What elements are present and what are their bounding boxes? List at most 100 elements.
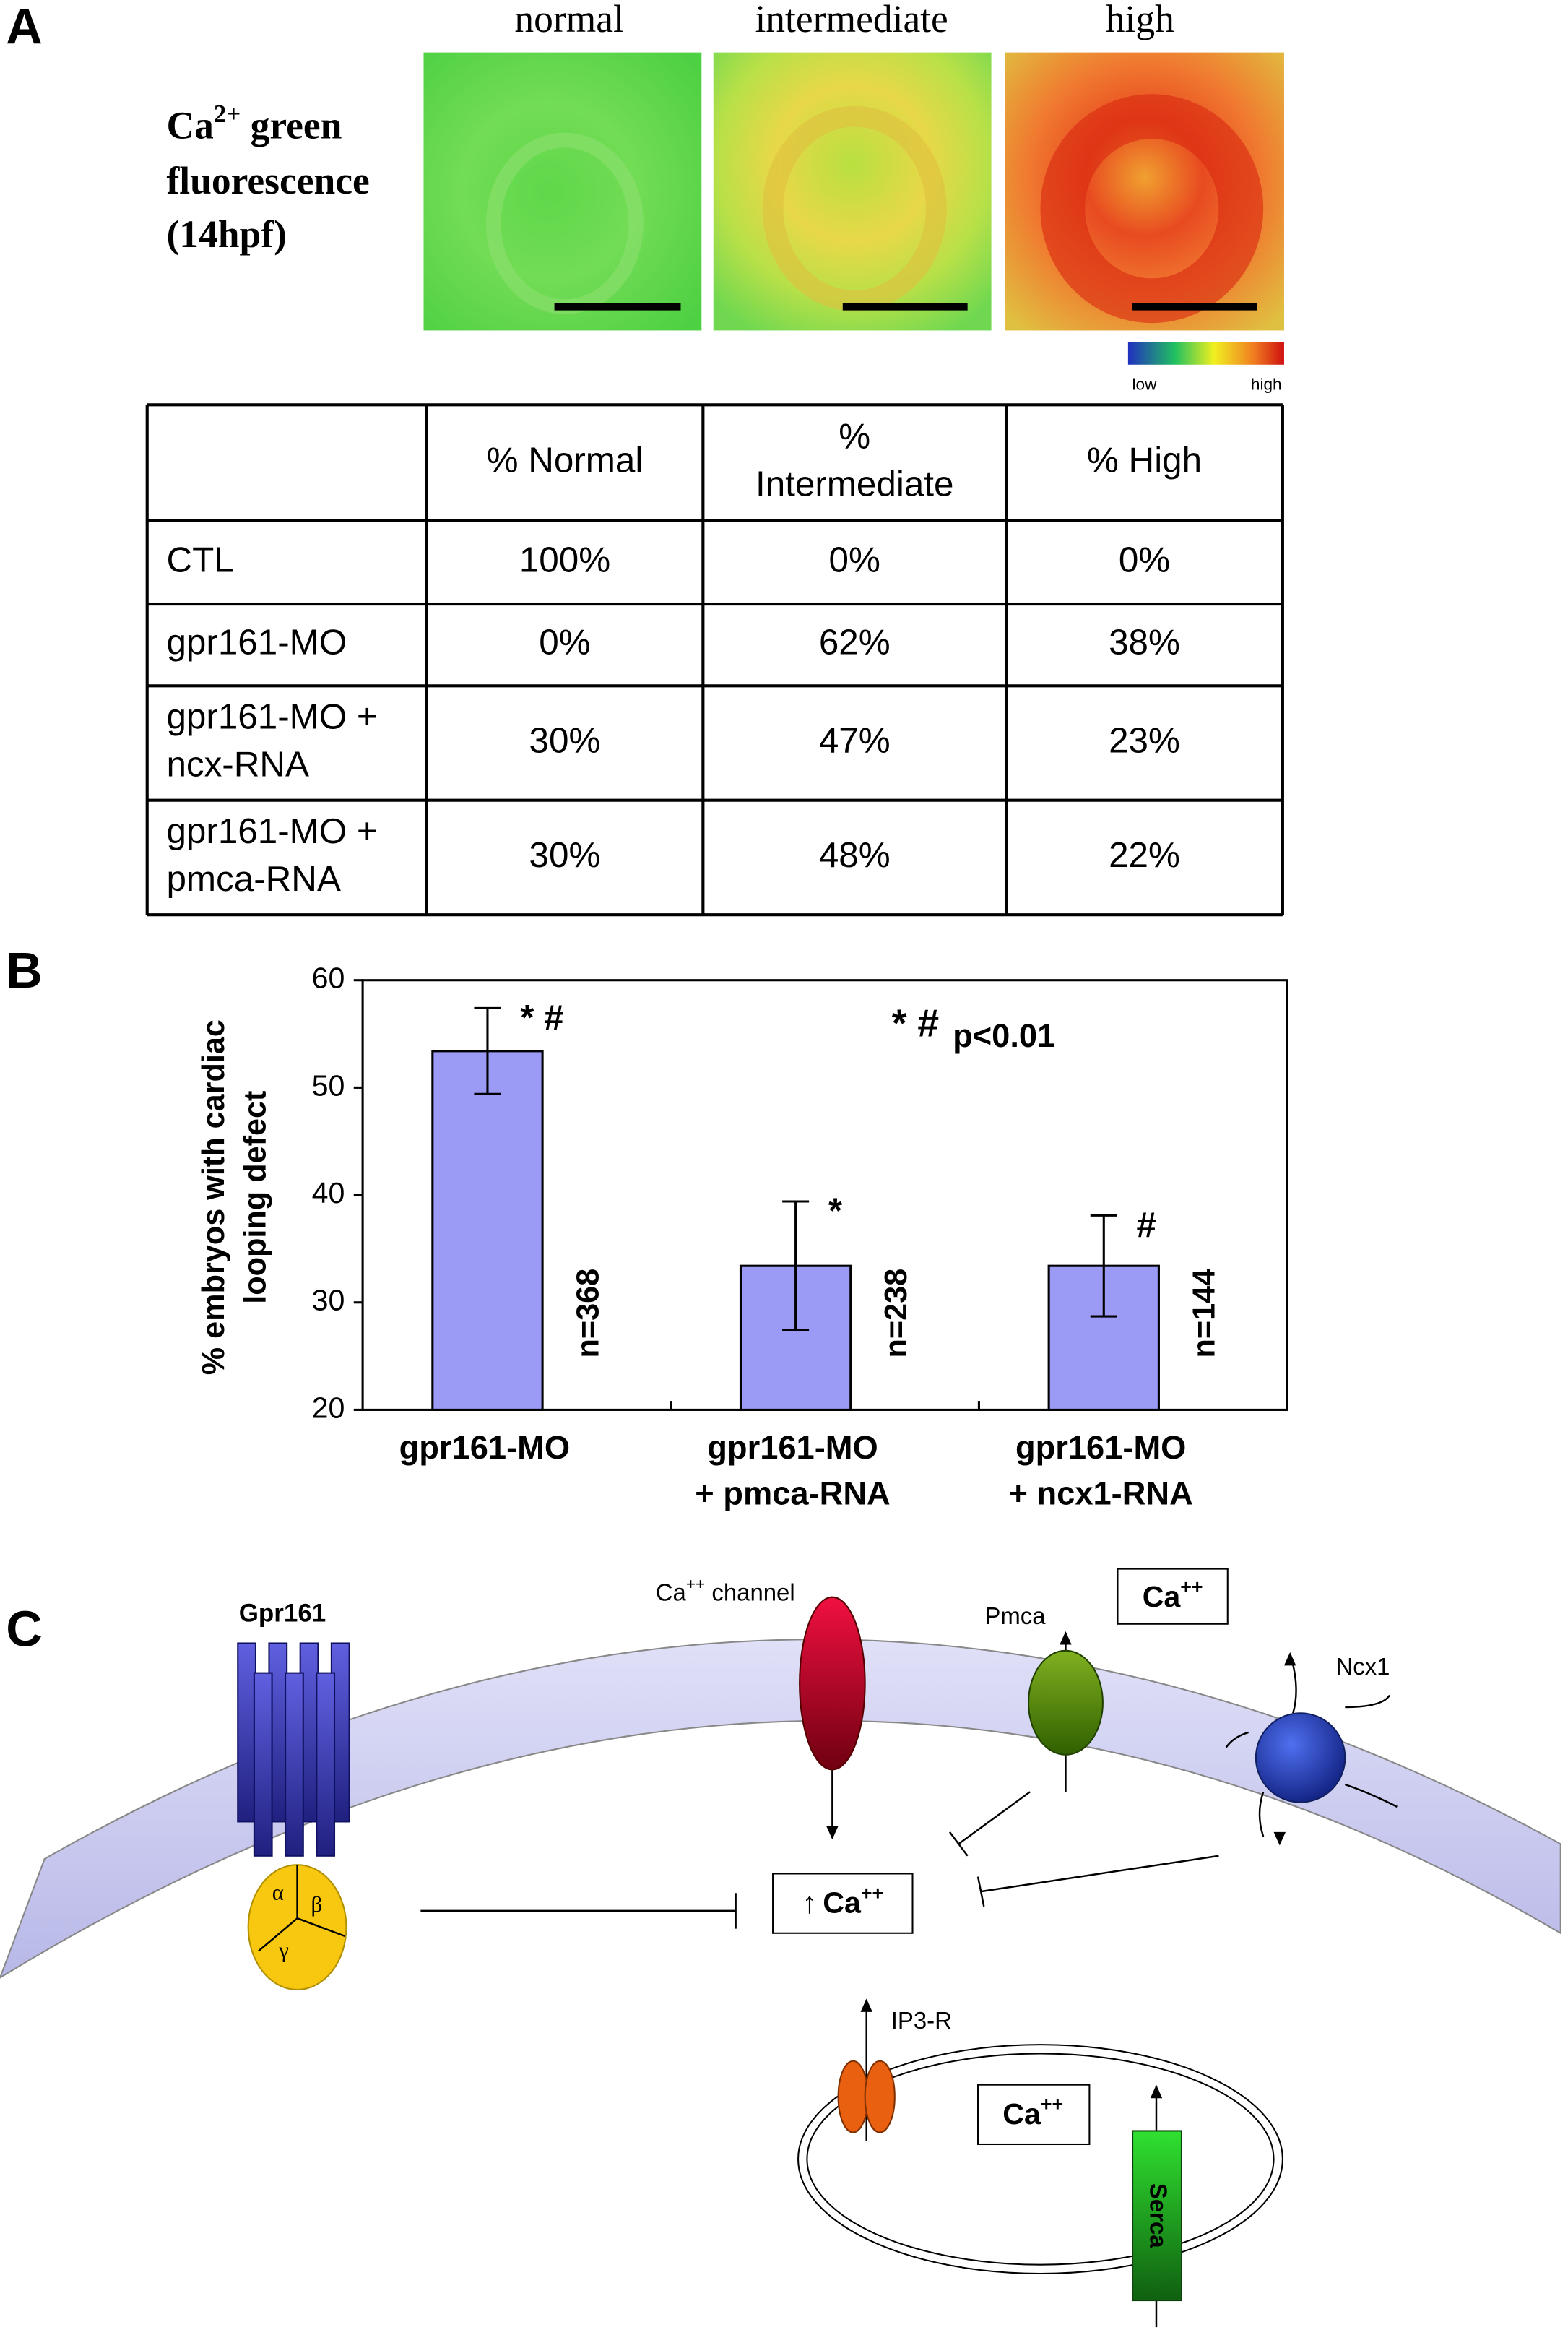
- y-tick-label: 30: [312, 1284, 345, 1317]
- panel-label: C: [6, 1601, 43, 1657]
- fluorescence-image: [713, 52, 992, 331]
- n-label: n=368: [571, 1269, 605, 1358]
- pmca-label: Pmca: [984, 1602, 1046, 1629]
- error-bar: [474, 1006, 501, 1095]
- stain-label: (14hpf): [166, 212, 286, 256]
- channel-sup: ++: [686, 1575, 705, 1593]
- inhibition-line: [420, 1893, 737, 1929]
- y-tick-label: 50: [312, 1069, 345, 1102]
- n-label: n=144: [1187, 1269, 1222, 1358]
- serca-label: Serca: [1145, 2183, 1171, 2248]
- channel-rest: channel: [705, 1579, 794, 1605]
- colorbar-label: high: [1251, 376, 1282, 394]
- ca-sup: ++: [861, 1882, 883, 1904]
- column-header: % Normal: [487, 441, 644, 480]
- row-label: gpr161-MO +: [166, 697, 377, 737]
- stain-rest: green: [241, 104, 342, 147]
- ip3r: [837, 2060, 869, 2133]
- row-label: ncx-RNA: [166, 744, 309, 784]
- image-title: intermediate: [755, 0, 948, 40]
- subunit-label: α: [272, 1880, 284, 1904]
- row-label: CTL: [166, 540, 233, 580]
- image-texture: [762, 105, 947, 311]
- panel-label: A: [6, 0, 43, 54]
- ncx1-label: Ncx1: [1336, 1653, 1390, 1680]
- ip3r: [864, 2060, 896, 2133]
- table-cell: 0%: [1119, 540, 1170, 580]
- table-cell: 100%: [519, 540, 610, 580]
- receptor-label: Gpr161: [239, 1600, 326, 1628]
- channel-label: Ca++ channel: [656, 1575, 795, 1605]
- image-title: normal: [514, 0, 624, 40]
- row-label: gpr161-MO +: [166, 811, 377, 851]
- image-texture: [1040, 94, 1264, 324]
- table-cell: 22%: [1109, 835, 1180, 875]
- table-cell: 47%: [819, 721, 891, 761]
- serca-pump: [1132, 2130, 1182, 2302]
- y-tick-label: 60: [312, 962, 345, 995]
- table-cell: 48%: [819, 835, 891, 875]
- ncx1-exchanger: [1255, 1712, 1346, 1803]
- column-header: % High: [1087, 441, 1202, 480]
- ca-label: Ca++: [1143, 1576, 1203, 1613]
- subunit-label: β: [311, 1892, 322, 1917]
- significance-mark: #: [1137, 1205, 1156, 1245]
- table-cell: 30%: [529, 721, 601, 761]
- table-cell: 0%: [539, 623, 590, 662]
- ca-box: [1117, 1568, 1229, 1625]
- ca-sup: ++: [1041, 2094, 1063, 2115]
- gpr161-receptor: [237, 1642, 350, 1857]
- ca-label: Ca++: [1002, 2094, 1063, 2131]
- x-tick-label: + ncx1-RNA: [1008, 1475, 1192, 1512]
- ca-box: [977, 2084, 1091, 2146]
- stain-sup: 2+: [214, 100, 241, 128]
- x-tick-label: + pmca-RNA: [695, 1475, 890, 1512]
- ncx1-lines: [1225, 1653, 1398, 1837]
- image-title: high: [1106, 0, 1174, 40]
- stain-base: Ca: [166, 104, 213, 147]
- row-label: gpr161-MO: [166, 623, 347, 662]
- inhibition-line: [948, 1791, 1031, 1857]
- arrow-head: [1060, 1631, 1072, 1645]
- table: % Normal% Intermediate % High CTL 100% 0% 0% gp…: [145, 403, 1284, 917]
- error-bar: [1090, 1214, 1117, 1318]
- pmca-pump: [1027, 1649, 1104, 1756]
- channel-base: Ca: [656, 1579, 687, 1605]
- inhibition-line: [976, 1855, 1219, 1907]
- colorbar-label: low: [1132, 376, 1158, 394]
- table-cell: 38%: [1109, 623, 1180, 662]
- significance-mark: *: [828, 1191, 843, 1230]
- n-label: n=238: [879, 1269, 914, 1358]
- ca-base: Ca: [1143, 1580, 1182, 1613]
- ca-channel: [799, 1596, 866, 1771]
- stain-label: fluorescence: [166, 159, 369, 202]
- column-header: %: [839, 417, 870, 457]
- table-cell: 0%: [829, 540, 880, 580]
- error-bar: [782, 1200, 810, 1331]
- membrane: [0, 1639, 1561, 1979]
- ca-base: Ca: [1002, 2097, 1041, 2131]
- ca-base: Ca: [823, 1886, 862, 1920]
- significance-mark: * #: [520, 998, 563, 1037]
- x-tick-label: gpr161-MO: [707, 1429, 878, 1466]
- ca-arrow: ↑: [802, 1886, 817, 1920]
- colorbar: [1127, 342, 1284, 365]
- note-symbols: * #: [892, 1003, 939, 1045]
- bar: [431, 1050, 544, 1411]
- arrow-head: [1150, 2084, 1163, 2099]
- y-tick-label: 20: [312, 1391, 345, 1424]
- g-protein-divider: [258, 1865, 345, 1952]
- ip3r-label: IP3-R: [891, 2007, 952, 2034]
- ca-sup: ++: [1180, 1576, 1203, 1597]
- ca-box: [772, 1873, 914, 1934]
- y-axis-label: % embryos with cardiac: [196, 1019, 231, 1375]
- arrow-head: [860, 1998, 872, 2012]
- table-cell: 23%: [1109, 721, 1180, 761]
- panel-label: B: [6, 942, 43, 998]
- row-label: pmca-RNA: [166, 859, 340, 899]
- subunit-label: γ: [278, 1938, 289, 1963]
- table-cell: 30%: [529, 835, 601, 875]
- stain-label: Ca2+ green: [166, 100, 342, 147]
- x-tick-label: gpr161-MO: [1015, 1429, 1186, 1466]
